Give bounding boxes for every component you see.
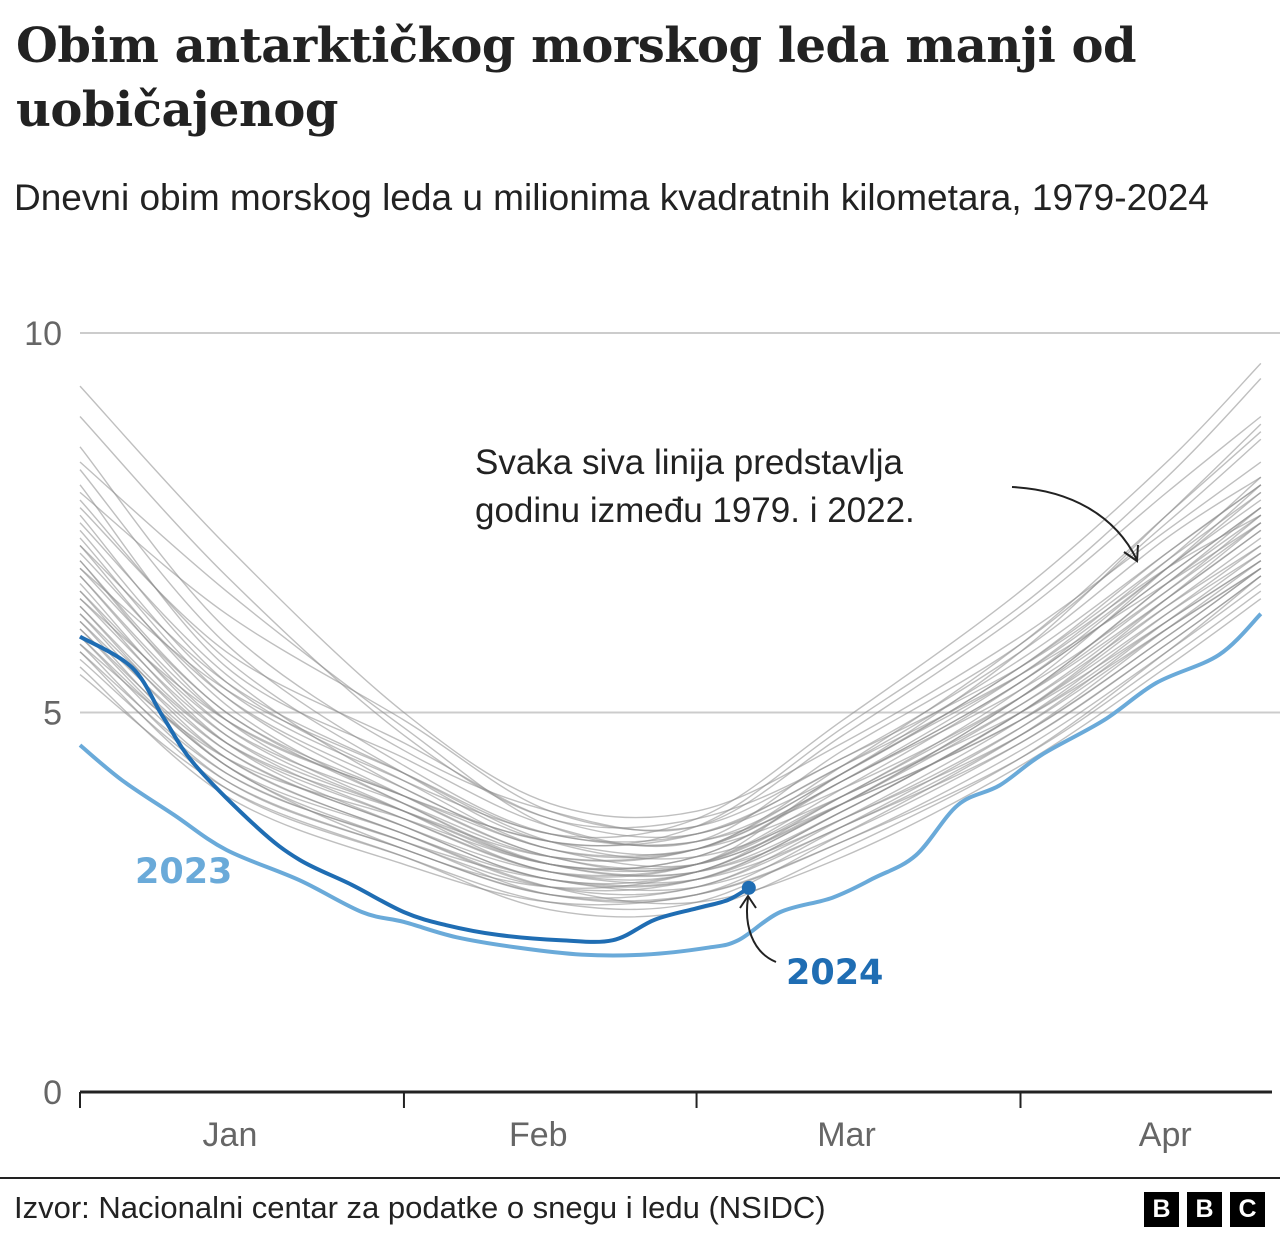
annotation-grey-line2: godinu između 1979. i 2022. [475, 491, 915, 530]
chart-subtitle: Dnevni obim morskog leda u milionima kva… [14, 177, 1209, 218]
annotation-grey-line1: Svaka siva linija predstavlja [475, 443, 904, 482]
annotation-arrowhead-2024 [739, 894, 757, 909]
grey-year-lines [79, 362, 1262, 918]
annotation-arrow-2024 [746, 897, 777, 963]
grey-year-line [79, 362, 1262, 839]
grey-year-line [79, 416, 1262, 829]
grey-year-line [79, 491, 1262, 832]
grey-year-line [79, 590, 1262, 906]
label-2024: 2024 [786, 953, 883, 993]
grey-year-line [79, 598, 1262, 905]
series-line-2024 [78, 634, 750, 944]
grey-year-line [79, 575, 1262, 899]
x-axis: Jan Feb Mar Apr [79, 1090, 1272, 1154]
grey-year-line [79, 545, 1262, 860]
annotation-arrow-grey [1011, 486, 1138, 561]
grey-year-line [79, 575, 1262, 918]
series-line-2023 [78, 612, 1263, 958]
grey-year-line [79, 507, 1262, 889]
grey-year-line [79, 484, 1262, 847]
y-tick-label: 10 [24, 315, 62, 353]
series-end-marker-2024 [741, 880, 756, 895]
source-note: Izvor: Nacionalni centar za podatke o sn… [14, 1190, 826, 1225]
label-2023: 2023 [135, 852, 232, 892]
y-axis-labels: 0 5 10 [24, 315, 62, 1112]
x-tick-label: Mar [817, 1116, 876, 1154]
annotation-arrowhead-grey [1123, 544, 1139, 563]
footer-divider [0, 1177, 1280, 1179]
grey-year-line [79, 491, 1262, 872]
bbc-logo: B B C [1144, 1192, 1265, 1227]
y-tick-label: 5 [43, 695, 62, 733]
x-tick-label: Apr [1139, 1116, 1192, 1154]
grey-year-line [79, 560, 1262, 911]
grey-year-line [79, 567, 1262, 887]
y-tick-label: 0 [43, 1074, 62, 1112]
x-tick-label: Jan [203, 1116, 258, 1154]
x-tick-label: Feb [509, 1116, 568, 1154]
grey-year-line [79, 484, 1262, 873]
sea-ice-line-chart: 0 5 10 Jan Feb Mar Apr Svaka siva linija pred… [24, 315, 1280, 1154]
chart-title: Obim antarktičkog morskog leda manji od … [16, 18, 1137, 138]
bbc-logo-letter: B [1187, 1192, 1222, 1227]
bbc-logo-letter: B [1144, 1192, 1179, 1227]
grey-year-line [79, 423, 1262, 847]
highlight-year-lines [78, 612, 1263, 958]
grey-year-line [79, 507, 1262, 839]
grey-year-line [79, 476, 1262, 871]
bbc-logo-letter: C [1230, 1192, 1265, 1227]
